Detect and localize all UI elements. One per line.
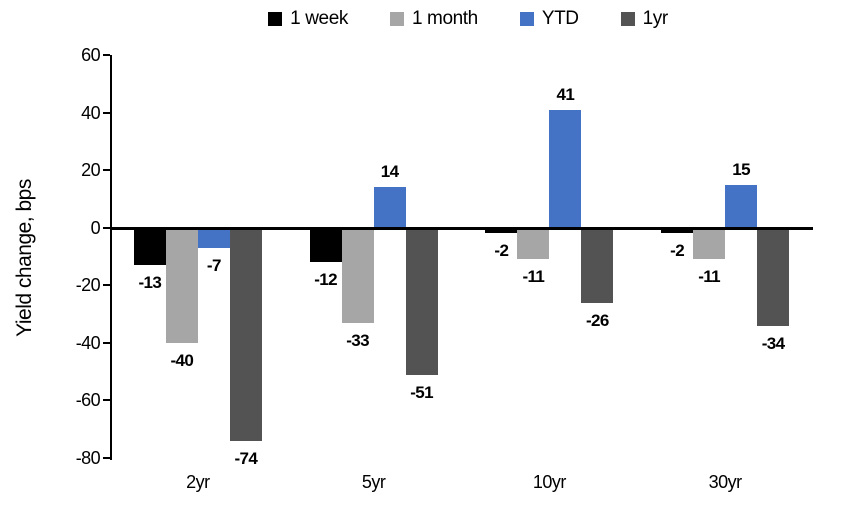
- y-tick-mark: [103, 284, 110, 287]
- bar-YTD-2yr: [197, 227, 230, 248]
- bar-1-week-5yr: [309, 227, 342, 263]
- bar-1yr-10yr: [581, 227, 614, 303]
- x-axis-label-2yr: 2yr: [186, 472, 210, 492]
- x-axis-label-5yr: 5yr: [361, 472, 386, 492]
- y-axis-title: Yield change, bps: [13, 179, 36, 337]
- y-tick-label: -60: [75, 390, 101, 411]
- bar-1-month-30yr: [693, 227, 726, 260]
- y-tick-label: 60: [81, 45, 100, 65]
- data-label: -34: [761, 333, 785, 353]
- data-label: -51: [410, 382, 434, 402]
- y-tick-mark: [103, 399, 110, 402]
- legend-swatch-icon: [519, 12, 534, 26]
- data-label: -2: [494, 241, 509, 261]
- y-tick-mark: [103, 226, 110, 229]
- legend-item-YTD: YTD: [519, 8, 579, 30]
- legend-item-1-month: 1 month: [389, 8, 478, 30]
- data-label: -11: [698, 267, 721, 287]
- x-axis-zero-line: [110, 226, 813, 230]
- bar-YTD-5yr: [373, 187, 406, 228]
- bar-YTD-30yr: [725, 184, 758, 228]
- legend-swatch-icon: [389, 12, 404, 26]
- x-axis-label-10yr: 10yr: [532, 472, 567, 492]
- y-tick-label: 0: [90, 217, 101, 238]
- bar-1-week-30yr: [661, 227, 694, 234]
- y-tick-mark: [103, 169, 110, 172]
- bar-1-week-2yr: [133, 227, 166, 266]
- bar-1-month-5yr: [341, 227, 374, 323]
- data-label: 41: [556, 84, 575, 104]
- data-label: -11: [522, 267, 545, 287]
- data-label: 15: [732, 159, 750, 179]
- legend-label: 1 week: [290, 8, 348, 29]
- y-tick-mark: [103, 111, 110, 114]
- legend-label: 1 month: [411, 8, 478, 29]
- bar-1-month-10yr: [517, 227, 550, 260]
- legend-swatch-icon: [620, 12, 635, 26]
- y-tick-label: 40: [81, 102, 100, 123]
- y-axis-line: [110, 55, 112, 460]
- data-label: -7: [206, 255, 222, 275]
- data-label: -40: [170, 350, 194, 370]
- bar-1yr-30yr: [757, 227, 790, 326]
- chart-legend: 1 week 1 month YTD 1yr: [110, 8, 826, 30]
- data-label: -12: [314, 270, 338, 290]
- bar-1yr-2yr: [229, 227, 262, 441]
- data-label: 14: [380, 162, 399, 182]
- data-label: -13: [138, 273, 162, 293]
- y-tick-mark: [103, 54, 110, 56]
- bar-1yr-5yr: [405, 227, 438, 375]
- legend-item-1-week: 1 week: [268, 8, 348, 30]
- bar-1-week-10yr: [485, 227, 518, 234]
- x-axis-label-30yr: 30yr: [708, 472, 743, 492]
- legend-swatch-icon: [268, 12, 283, 26]
- data-label: -33: [346, 330, 370, 350]
- bar-YTD-10yr: [549, 109, 582, 228]
- y-tick-label: -20: [75, 275, 101, 296]
- data-label: -26: [585, 310, 609, 330]
- y-tick-label: -80: [75, 448, 101, 468]
- legend-label: YTD: [541, 8, 579, 29]
- y-tick-mark: [103, 341, 110, 344]
- legend-item-1yr: 1yr: [620, 8, 669, 30]
- y-tick-mark: [103, 457, 110, 459]
- data-label: -2: [670, 241, 685, 261]
- y-tick-label: 20: [81, 160, 100, 181]
- bar-1-month-2yr: [165, 227, 198, 343]
- y-tick-label: -40: [75, 332, 101, 353]
- legend-label: 1yr: [642, 8, 669, 29]
- data-label: -74: [234, 448, 258, 468]
